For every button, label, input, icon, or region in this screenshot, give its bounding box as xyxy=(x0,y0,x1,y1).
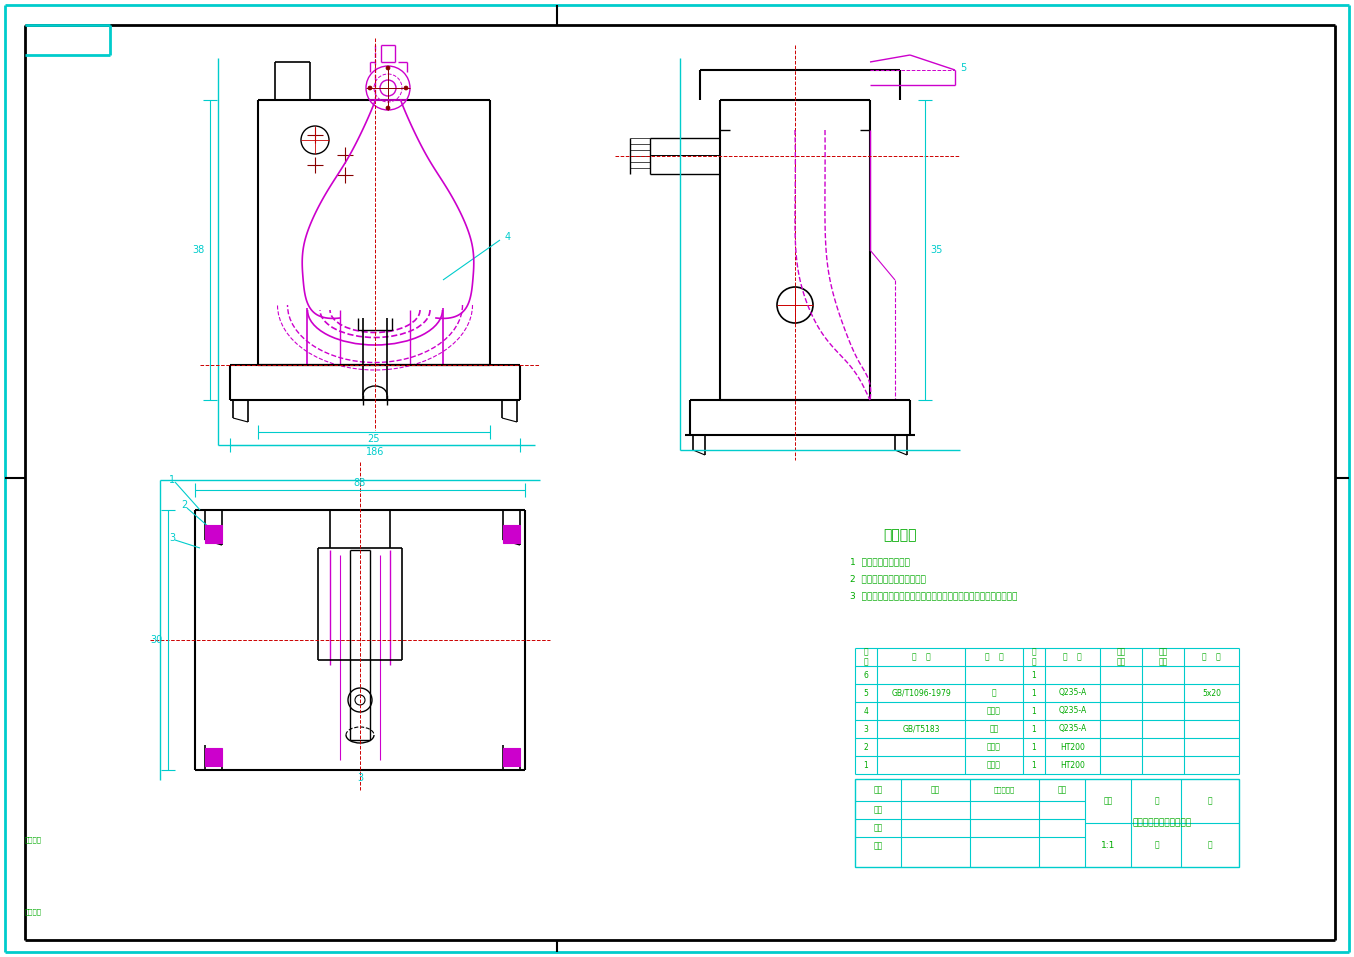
Text: 名    称: 名 称 xyxy=(984,653,1003,661)
Text: Q235-A: Q235-A xyxy=(1059,724,1087,733)
Text: 3: 3 xyxy=(864,724,868,733)
Text: 更改标记: 更改标记 xyxy=(24,836,42,843)
Text: 1: 1 xyxy=(864,761,868,769)
Bar xyxy=(204,525,222,543)
Circle shape xyxy=(403,86,408,90)
Text: 1  间隙配合由图可查。: 1 间隙配合由图可查。 xyxy=(850,557,910,566)
Text: 2: 2 xyxy=(864,743,868,751)
Text: 1:1: 1:1 xyxy=(1101,840,1116,850)
Text: 张: 张 xyxy=(1154,840,1159,850)
Text: 变速器换挡叉工艺设计图: 变速器换挡叉工艺设计图 xyxy=(1133,818,1192,828)
Text: HT200: HT200 xyxy=(1060,743,1085,751)
Text: Q235-A: Q235-A xyxy=(1059,706,1087,716)
Circle shape xyxy=(386,106,390,110)
Text: 4: 4 xyxy=(505,232,510,242)
Text: 键: 键 xyxy=(991,688,997,698)
Text: 88: 88 xyxy=(353,478,366,488)
Text: 1: 1 xyxy=(1032,724,1036,733)
Bar xyxy=(502,525,520,543)
Text: 数
量: 数 量 xyxy=(1032,647,1036,667)
Text: 处数: 处数 xyxy=(932,786,940,794)
Bar xyxy=(204,748,222,766)
Text: 1: 1 xyxy=(1032,688,1036,698)
Text: 代    号: 代 号 xyxy=(911,653,930,661)
Text: HT200: HT200 xyxy=(1060,761,1085,769)
Text: 总计
重量: 总计 重量 xyxy=(1159,647,1167,667)
Text: 序
号: 序 号 xyxy=(864,647,868,667)
Text: 6: 6 xyxy=(864,671,868,679)
Text: 技术要求: 技术要求 xyxy=(883,528,917,542)
Circle shape xyxy=(368,86,372,90)
Text: 4: 4 xyxy=(864,706,868,716)
Text: 1: 1 xyxy=(1032,761,1036,769)
Text: 备    注: 备 注 xyxy=(1202,653,1221,661)
Text: 审核: 审核 xyxy=(873,824,883,833)
Text: 30: 30 xyxy=(150,635,162,645)
Text: 35: 35 xyxy=(930,245,942,255)
Text: 5x20: 5x20 xyxy=(1202,688,1221,698)
Text: 3: 3 xyxy=(357,773,363,783)
Text: 螺母: 螺母 xyxy=(990,724,999,733)
Bar xyxy=(502,748,520,766)
Text: Q235-A: Q235-A xyxy=(1059,688,1087,698)
Text: 5: 5 xyxy=(960,63,967,73)
Text: GB/T1096-1979: GB/T1096-1979 xyxy=(891,688,951,698)
Text: 1: 1 xyxy=(1032,671,1036,679)
Text: GB/T5183: GB/T5183 xyxy=(902,724,940,733)
Text: 签字: 签字 xyxy=(1057,786,1067,794)
Text: 3: 3 xyxy=(169,533,175,543)
Text: 2: 2 xyxy=(181,500,187,510)
Text: 2  镜面不允许有沙眼、气孔。: 2 镜面不允许有沙眼、气孔。 xyxy=(850,574,926,583)
Text: 38: 38 xyxy=(192,245,204,255)
Text: 1: 1 xyxy=(169,475,175,485)
Text: 3  使用方法：加工中心定具体上的中心，将各层面处理后按图定位。: 3 使用方法：加工中心定具体上的中心，将各层面处理后按图定位。 xyxy=(850,591,1017,600)
Bar xyxy=(854,779,1239,867)
Text: 单件
重量: 单件 重量 xyxy=(1117,647,1125,667)
Text: 186: 186 xyxy=(366,447,385,457)
Text: 1: 1 xyxy=(1032,743,1036,751)
Text: 25: 25 xyxy=(368,434,380,444)
Text: 标记处数: 标记处数 xyxy=(24,909,42,915)
Text: 更改文件号: 更改文件号 xyxy=(994,787,1016,793)
Text: 设计: 设计 xyxy=(873,806,883,814)
Circle shape xyxy=(386,66,390,70)
Text: 张: 张 xyxy=(1208,840,1213,850)
Text: 比例: 比例 xyxy=(1104,796,1113,806)
Text: 共: 共 xyxy=(1154,796,1159,806)
Text: 测量圆: 测量圆 xyxy=(987,743,1001,751)
Text: 5: 5 xyxy=(864,688,868,698)
Text: 定位柳: 定位柳 xyxy=(987,706,1001,716)
Text: 材    料: 材 料 xyxy=(1063,653,1082,661)
Text: 第: 第 xyxy=(1208,796,1213,806)
Text: 标记: 标记 xyxy=(873,786,883,794)
Text: 批准: 批准 xyxy=(873,841,883,851)
Text: 1: 1 xyxy=(1032,706,1036,716)
Text: 定位板: 定位板 xyxy=(987,761,1001,769)
